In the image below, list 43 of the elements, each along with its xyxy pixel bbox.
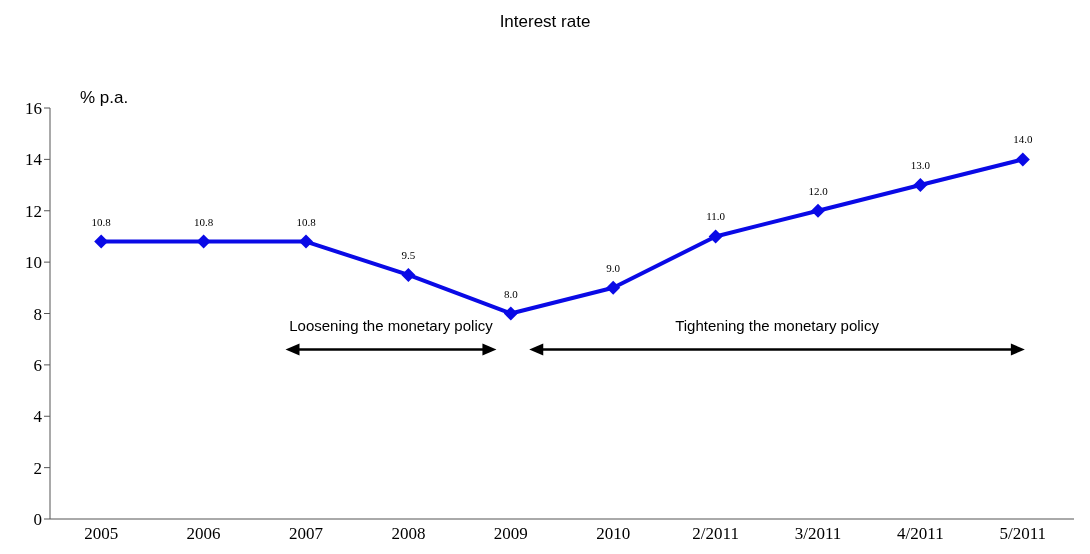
x-tick-label: 2010 [596, 524, 631, 544]
y-tick-label: 2 [33, 458, 42, 478]
y-axis-title: % p.a. [80, 88, 129, 108]
point [1015, 152, 1030, 167]
point [299, 234, 313, 249]
point [606, 280, 621, 295]
y-tick-label: 16 [25, 99, 42, 119]
data-label: 12.0 [808, 184, 829, 197]
annotation: Loosening the monetary policy [289, 317, 494, 335]
data-label: 9.5 [401, 248, 416, 261]
x-tick-label: 2005 [84, 524, 119, 544]
x-tick-label: 2006 [186, 524, 221, 544]
point [401, 267, 416, 282]
y-tick-label: 10 [25, 253, 42, 273]
point [503, 306, 518, 321]
x-tick-label: 2/2011 [692, 524, 739, 544]
data-label: 8.0 [503, 287, 519, 300]
data-label: 11.0 [706, 210, 726, 223]
point [708, 229, 723, 244]
data-label: 9.0 [606, 261, 621, 274]
x-tick-label: 3/2011 [794, 524, 842, 544]
data-label: 14.0 [1013, 133, 1033, 146]
x-tick-label: 2007 [289, 524, 324, 544]
point [94, 234, 109, 249]
x-tick-label: 2009 [493, 524, 528, 544]
x-tick-label: 5/2011 [999, 524, 1047, 544]
x-tick-label: 2008 [391, 524, 426, 544]
data-label: 10.8 [193, 215, 214, 228]
y-tick-label: 12 [25, 201, 42, 221]
y-tick-label: 14 [25, 150, 43, 170]
data-label: 10.8 [91, 215, 112, 228]
chart-title: Interest rate [498, 12, 592, 32]
x-tick-label: 4/2011 [897, 524, 944, 544]
y-tick-label: 0 [33, 510, 42, 530]
y-tick-label: 8 [33, 304, 42, 324]
y-tick-label: 6 [33, 355, 42, 375]
data-label: 13.0 [910, 159, 931, 172]
annotation: Tightening the monetary policy [675, 317, 880, 335]
point [196, 234, 211, 249]
point [811, 203, 825, 218]
y-tick-label: 4 [33, 407, 43, 427]
point [913, 178, 928, 193]
data-label: 10.8 [296, 215, 317, 228]
